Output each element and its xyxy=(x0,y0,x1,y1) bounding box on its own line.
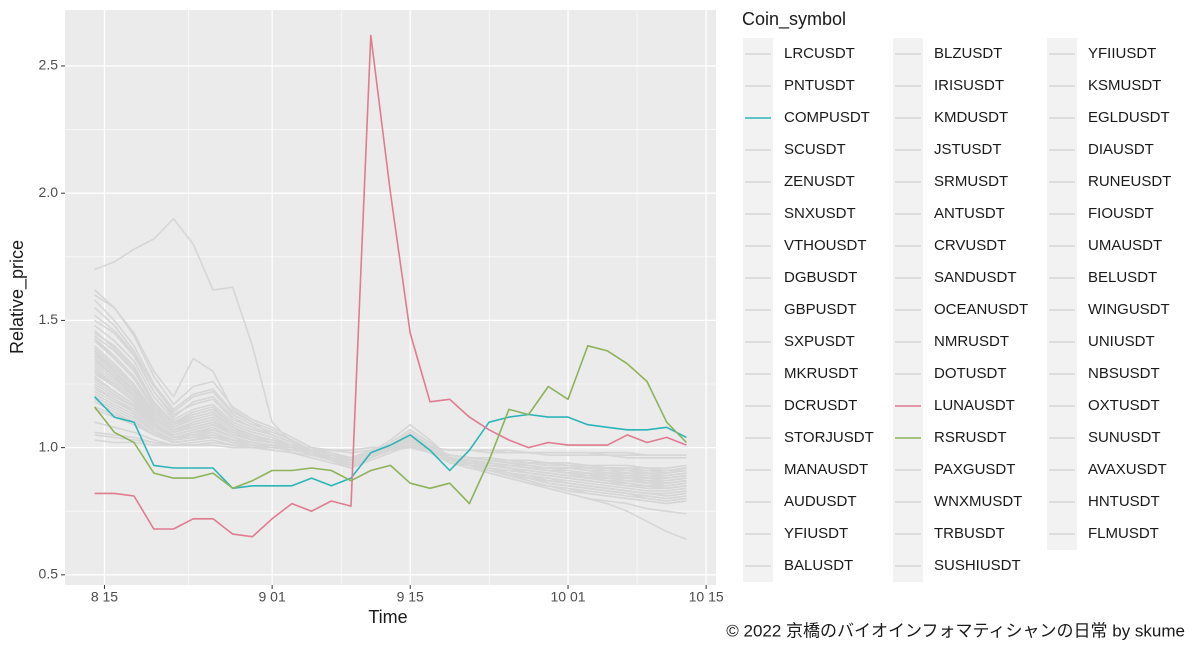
legend-label: WNXMUSDT xyxy=(934,493,1022,510)
x-tick-label: 10 15 xyxy=(689,589,724,605)
legend-label: COMPUSDT xyxy=(784,109,870,126)
series-line xyxy=(94,34,687,538)
legend-label: BALUSDT xyxy=(784,557,853,574)
legend-label: BELUSDT xyxy=(1088,269,1157,286)
legend-label: AUDUSDT xyxy=(784,493,857,510)
legend-title: Coin_symbol xyxy=(742,9,846,30)
legend-label: SUNUSDT xyxy=(1088,429,1161,446)
legend-label: NMRUSDT xyxy=(934,333,1009,350)
legend-label: ZENUSDT xyxy=(784,173,855,190)
y-tick-label: 1.5 xyxy=(39,311,59,327)
legend-label: PNTUSDT xyxy=(784,77,855,94)
legend-label: PAXGUSDT xyxy=(934,461,1015,478)
legend-label: FLMUSDT xyxy=(1088,525,1159,542)
legend-label: SXPUSDT xyxy=(784,333,855,350)
legend-label: RUNEUSDT xyxy=(1088,173,1171,190)
legend-label: WINGUSDT xyxy=(1088,301,1170,318)
x-axis-title: Time xyxy=(368,607,407,627)
legend-label: VTHOUSDT xyxy=(784,237,867,254)
legend-label: LRCUSDT xyxy=(784,45,855,62)
x-tick-label: 10 01 xyxy=(551,589,586,605)
legend-label: SCUSDT xyxy=(784,141,846,158)
legend-label: DOTUSDT xyxy=(934,365,1007,382)
legend-label: CRVUSDT xyxy=(934,237,1006,254)
x-tick-label: 9 15 xyxy=(397,589,424,605)
y-tick-label: 1.0 xyxy=(39,438,59,454)
legend-label: SRMUSDT xyxy=(934,173,1008,190)
legend-label: RSRUSDT xyxy=(934,429,1007,446)
legend-label: BLZUSDT xyxy=(934,45,1002,62)
legend-label: KMDUSDT xyxy=(934,109,1008,126)
y-tick-label: 0.5 xyxy=(39,566,59,582)
legend-label: JSTUSDT xyxy=(934,141,1002,158)
legend-label: IRISUSDT xyxy=(934,77,1004,94)
legend-label: GBPUSDT xyxy=(784,301,857,318)
grid xyxy=(65,10,716,585)
legend-label: OCEANUSDT xyxy=(934,301,1028,318)
legend-label: MKRUSDT xyxy=(784,365,858,382)
legend-label: LUNAUSDT xyxy=(934,397,1015,414)
legend-label: HNTUSDT xyxy=(1088,493,1160,510)
series-line xyxy=(94,299,687,505)
legend-label: KSMUSDT xyxy=(1088,77,1161,94)
legend-label: SUSHIUSDT xyxy=(934,557,1021,574)
legend-label: MANAUSDT xyxy=(784,461,868,478)
legend-label: YFIUSDT xyxy=(784,525,848,542)
y-tick-label: 2.0 xyxy=(39,184,59,200)
legend-label: OXTUSDT xyxy=(1088,397,1160,414)
y-axis-title: Relative_price xyxy=(7,240,28,354)
legend-label: SNXUSDT xyxy=(784,205,856,222)
legend-label: DIAUSDT xyxy=(1088,141,1154,158)
legend-label: UMAUSDT xyxy=(1088,237,1162,254)
legend-label: DGBUSDT xyxy=(784,269,857,286)
y-tick-label: 2.5 xyxy=(39,57,59,73)
series-line xyxy=(94,337,687,495)
legend-label: SANDUSDT xyxy=(934,269,1017,286)
legend-label: ANTUSDT xyxy=(934,205,1005,222)
caption: © 2022 京橋のバイオインフォマティシャンの日常 by skume xyxy=(726,621,1185,640)
legend-label: STORJUSDT xyxy=(784,429,874,446)
legend-label: TRBUSDT xyxy=(934,525,1005,542)
legend-label: AVAXUSDT xyxy=(1088,461,1167,478)
series-line xyxy=(94,396,687,490)
legend-label: NBSUSDT xyxy=(1088,365,1160,382)
legend-label: YFIIUSDT xyxy=(1088,45,1156,62)
x-tick-label: 8 15 xyxy=(91,589,118,605)
series-line xyxy=(93,345,687,505)
legend-label: UNIUSDT xyxy=(1088,333,1155,350)
plot-panel xyxy=(65,10,716,585)
x-tick-label: 9 01 xyxy=(259,589,286,605)
legend-label: DCRUSDT xyxy=(784,397,857,414)
legend-label: FIOUSDT xyxy=(1088,205,1154,222)
series-lines xyxy=(93,34,687,540)
legend-label: EGLDUSDT xyxy=(1088,109,1170,126)
